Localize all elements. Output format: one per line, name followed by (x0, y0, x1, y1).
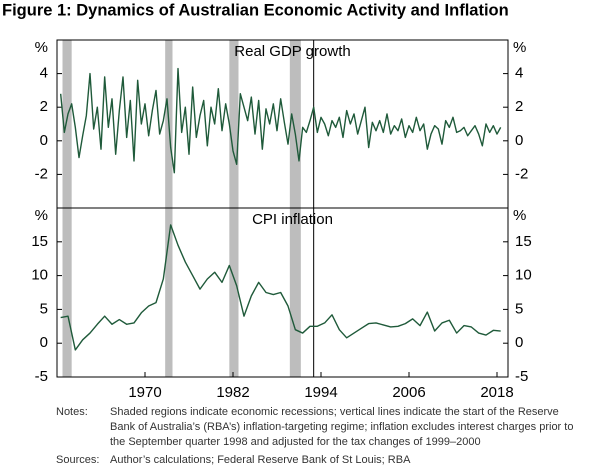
y-tick-label: 0 (40, 132, 48, 149)
y-tick-label: 15 (31, 233, 48, 250)
y-tick-label: 10 (31, 267, 48, 284)
series-line (60, 224, 501, 351)
panel-frame (56, 207, 509, 378)
sources-label: Sources: (56, 454, 99, 466)
x-tick-label: 1970 (128, 384, 161, 401)
y-tick-label: 0 (40, 334, 48, 351)
recession-shade (229, 40, 239, 208)
y-tick-label: 4 (515, 65, 523, 82)
recession-shade (165, 208, 173, 377)
notes-text: the September quarter 1998 and adjusted … (110, 436, 481, 448)
recession-shade (289, 208, 301, 377)
series-line (59, 67, 502, 174)
recession-shade (62, 208, 72, 377)
x-tick-label: 1994 (304, 384, 337, 401)
y-unit-label: % (513, 39, 526, 56)
figure-title: Figure 1: Dynamics of Australian Economi… (2, 1, 509, 19)
y-tick-label: 2 (40, 98, 48, 115)
y-tick-label: 5 (515, 300, 523, 317)
recession-shade (289, 40, 301, 208)
notes-label: Notes: (56, 406, 88, 418)
panel-title: Real GDP growth (234, 43, 350, 60)
y-tick-label: -5 (35, 368, 48, 385)
y-tick-label: 10 (515, 267, 532, 284)
x-tick-label: 1982 (216, 384, 249, 401)
y-unit-label: % (513, 207, 526, 224)
y-unit-label: % (35, 39, 48, 56)
y-tick-label: 0 (515, 334, 523, 351)
panel-frame (56, 39, 509, 209)
y-tick-label: 2 (515, 98, 523, 115)
y-tick-label: -5 (515, 368, 528, 385)
sources-text: Author’s calculations; Federal Reserve B… (110, 454, 411, 466)
panel-title: CPI inflation (252, 211, 333, 228)
recession-shade (62, 40, 72, 208)
x-tick-label: 2006 (392, 384, 425, 401)
notes-text: Bank of Australia’s (RBA’s) inflation-ta… (110, 421, 573, 433)
y-unit-label: % (35, 207, 48, 224)
notes-text: Shaded regions indicate economic recessi… (110, 406, 559, 418)
y-tick-label: 15 (515, 233, 532, 250)
y-tick-label: 4 (40, 65, 48, 82)
x-tick-label: 2018 (480, 384, 513, 401)
y-tick-label: -2 (515, 165, 528, 182)
y-tick-label: -2 (35, 165, 48, 182)
y-tick-label: 0 (515, 132, 523, 149)
recession-shade (229, 208, 239, 377)
y-tick-label: 5 (40, 300, 48, 317)
